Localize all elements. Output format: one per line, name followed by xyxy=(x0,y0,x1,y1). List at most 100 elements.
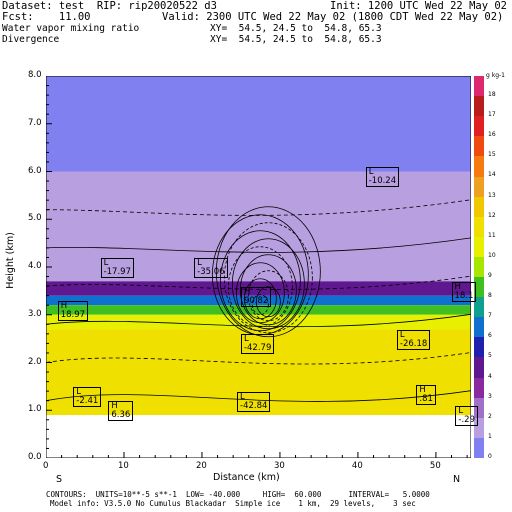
fill-band-3 xyxy=(46,295,471,306)
x-tick-label: 40 xyxy=(351,461,363,471)
colorbar-label: 4 xyxy=(488,372,492,380)
colorbar-swatch xyxy=(474,337,484,358)
extremum-label: L -26.18 xyxy=(396,329,431,350)
header-line4-right: XY= 54.5, 24.5 to 54.8, 65.3 xyxy=(210,34,382,45)
colorbar-swatch xyxy=(474,377,484,398)
colorbar-swatch xyxy=(474,357,484,378)
header-line1-left: Dataset: test RIP: rip20020522 d3 xyxy=(2,0,217,12)
contour-line xyxy=(219,230,301,332)
x-end-right: N xyxy=(453,474,461,485)
colorbar-label: 10 xyxy=(488,251,496,259)
colorbar xyxy=(474,76,484,458)
extremum-label: H .81 xyxy=(416,384,436,405)
extremum-label: L -10.24 xyxy=(365,167,400,188)
colorbar-swatch xyxy=(474,297,484,318)
contour-line xyxy=(231,238,305,330)
colorbar-label: 13 xyxy=(488,191,496,199)
fill-band-5 xyxy=(46,314,471,330)
fill-band-0 xyxy=(46,76,471,172)
header-line2-left: Fcst: 11.00 xyxy=(2,11,91,23)
colorbar-label: 5 xyxy=(488,352,492,360)
colorbar-swatch xyxy=(474,116,484,137)
colorbar-swatch xyxy=(474,76,484,97)
colorbar-swatch xyxy=(474,417,484,438)
colorbar-label: 7 xyxy=(488,312,492,320)
y-tick-label: 6.0 xyxy=(28,165,42,176)
colorbar-label: 9 xyxy=(488,272,492,279)
colorbar-swatch xyxy=(474,277,484,298)
x-tick-label: 10 xyxy=(117,461,129,471)
colorbar-swatch xyxy=(474,397,484,418)
y-tick-label: 5.0 xyxy=(28,213,42,224)
y-tick-label: 1.0 xyxy=(28,404,42,415)
contour-line xyxy=(46,199,471,216)
header-line1-right: Init: 1200 UTC Wed 22 May 02 xyxy=(330,0,508,12)
colorbar-label: 14 xyxy=(488,171,496,179)
contour-line xyxy=(239,254,297,326)
contour-line xyxy=(46,352,471,365)
extremum-label: H 90.82 xyxy=(240,286,272,307)
colorbar-swatch xyxy=(474,317,484,338)
colorbar-label: 6 xyxy=(488,332,492,340)
contour-line xyxy=(46,237,471,253)
fill-band-7 xyxy=(46,415,471,458)
colorbar-swatch xyxy=(474,176,484,197)
colorbar-swatch xyxy=(474,136,484,157)
footer-line2: Model info: V3.5.0 No Cumulus Blackadar … xyxy=(50,499,416,508)
x-tick-label: 20 xyxy=(195,461,207,471)
colorbar-label: 16 xyxy=(488,131,496,139)
extremum-label: H 18.1 xyxy=(451,281,477,302)
header-line3-left: Water vapor mixing ratio xyxy=(2,23,140,34)
y-tick-label: 7.0 xyxy=(28,117,42,128)
x-tick-label: 0 xyxy=(43,461,49,471)
colorbar-swatch xyxy=(474,96,484,117)
colorbar-swatch xyxy=(474,156,484,177)
colorbar-label: 11 xyxy=(488,231,496,239)
colorbar-label: 2 xyxy=(488,412,492,420)
y-tick-label: 2.0 xyxy=(28,356,42,367)
y-tick-label: 3.0 xyxy=(28,308,42,319)
contour-line xyxy=(46,390,471,402)
colorbar-label: 1 xyxy=(488,432,492,440)
colorbar-label: 17 xyxy=(488,111,496,119)
colorbar-unit: g kg-1 xyxy=(486,72,505,79)
colorbar-label: 18 xyxy=(488,91,496,99)
extremum-label: H 6.36 xyxy=(108,401,134,422)
colorbar-label: 12 xyxy=(488,211,496,219)
colorbar-label: 3 xyxy=(488,392,492,400)
colorbar-label: 0 xyxy=(488,452,492,460)
colorbar-swatch xyxy=(474,236,484,257)
contour-plot xyxy=(46,76,471,458)
contour-line xyxy=(251,294,269,316)
colorbar-label: 15 xyxy=(488,151,496,159)
fill-band-2 xyxy=(46,281,471,296)
colorbar-swatch xyxy=(474,196,484,217)
extremum-label: L -.29 xyxy=(455,406,478,427)
x-axis-label: Distance (km) xyxy=(213,472,280,483)
colorbar-label: 8 xyxy=(488,292,492,300)
extremum-label: L -2.41 xyxy=(73,386,102,407)
extremum-label: L -17.97 xyxy=(100,258,134,278)
header-line4-left: Divergence xyxy=(2,34,60,45)
extremum-label: L -42.79 xyxy=(240,334,275,355)
contour-line xyxy=(243,278,277,320)
extremum-label: H 18.97 xyxy=(57,300,89,321)
x-tick-label: 50 xyxy=(429,461,441,471)
x-tick-label: 30 xyxy=(273,461,285,471)
header-line3-right: XY= 54.5, 24.5 to 54.8, 65.3 xyxy=(210,23,382,34)
colorbar-swatch xyxy=(474,216,484,237)
colorbar-swatch xyxy=(474,256,484,278)
extremum-label: L -35.06 xyxy=(194,258,228,278)
extremum-label: L -42.84 xyxy=(237,391,271,412)
contour-line xyxy=(46,313,471,328)
header-line2-right: Valid: 2300 UTC Wed 22 May 02 (1800 CDT … xyxy=(162,11,504,23)
contour-line xyxy=(227,246,293,328)
y-tick-label: 0.0 xyxy=(28,452,42,462)
contour-line xyxy=(215,206,321,338)
contour-line xyxy=(235,262,285,324)
fill-band-6 xyxy=(46,329,471,416)
footer-line1: CONTOURS: UNITS=10**-5 s**-1 LOW= -40.00… xyxy=(46,490,430,499)
y-axis-label: Height (km) xyxy=(4,232,16,289)
y-tick-label: 4.0 xyxy=(28,261,42,271)
colorbar-swatch xyxy=(474,437,484,458)
